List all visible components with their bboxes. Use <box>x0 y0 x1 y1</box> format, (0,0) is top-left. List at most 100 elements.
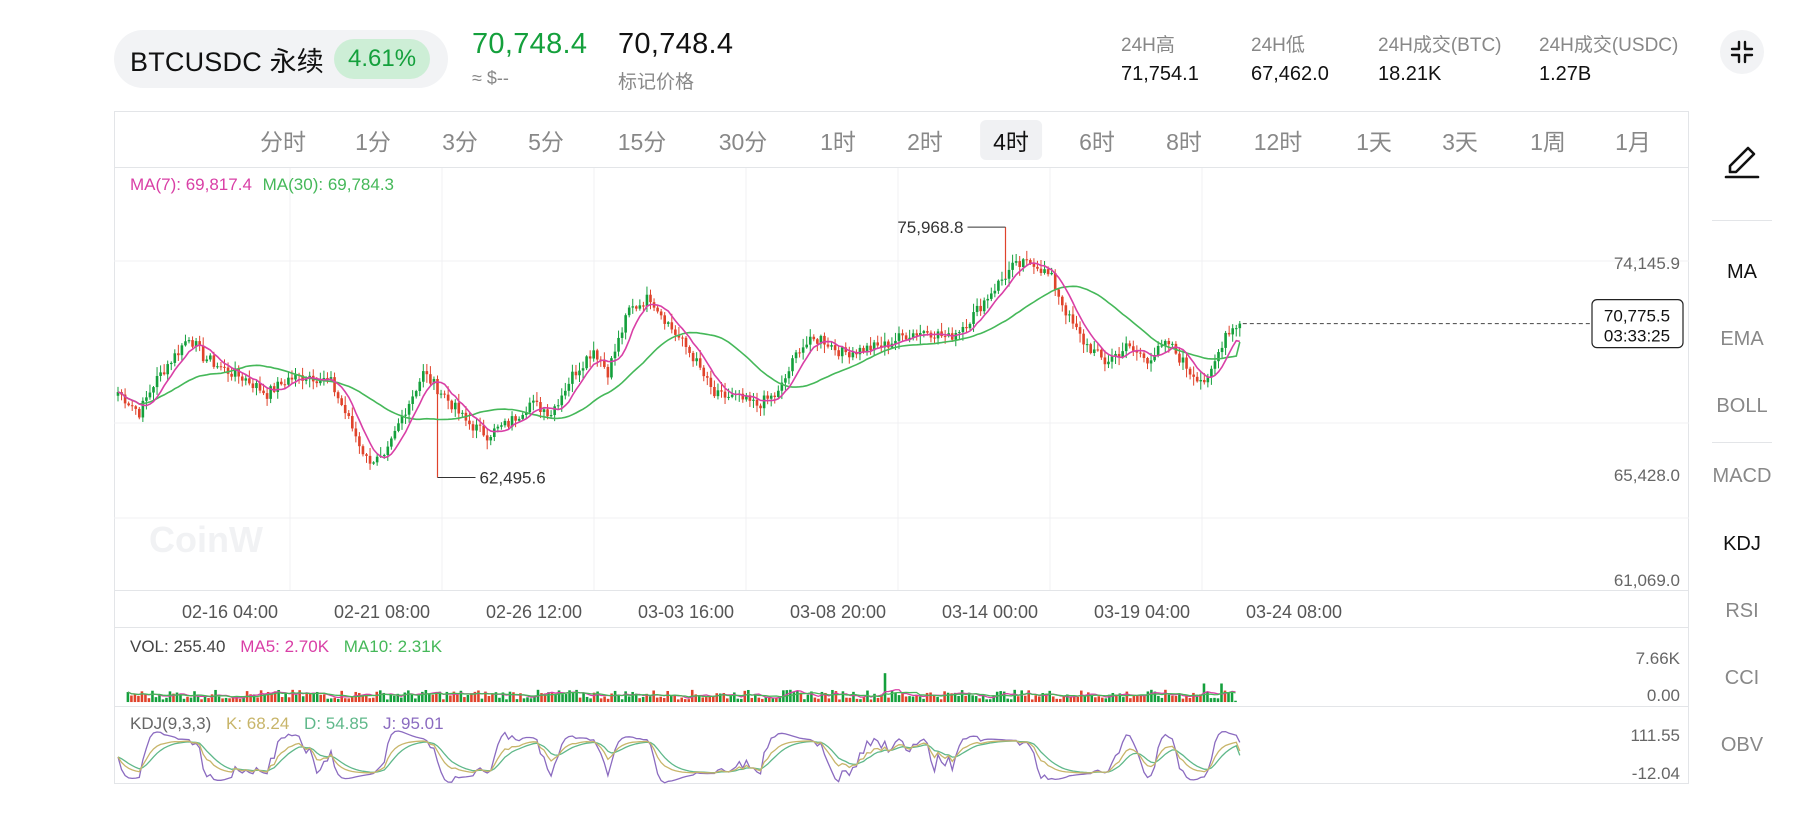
volume-bar <box>494 692 498 703</box>
volume-bar <box>1181 698 1185 703</box>
indicator-ema[interactable]: EMA <box>1720 328 1764 350</box>
volume-bar <box>750 697 754 703</box>
candle-body <box>1068 314 1071 316</box>
volume-bar <box>817 698 820 703</box>
indicator-cci[interactable]: CCI <box>1724 667 1760 689</box>
candle-body <box>166 364 169 375</box>
tab-interval[interactable]: 2时 <box>907 129 943 155</box>
mark-price-label: 标记价格 <box>618 72 695 93</box>
tab-interval[interactable]: 1周 <box>1530 129 1566 155</box>
indicator-macd[interactable]: MACD <box>1712 465 1772 487</box>
volume-bar <box>922 698 925 703</box>
tab-interval[interactable]: 6时 <box>1079 129 1115 155</box>
volume-bar <box>1223 690 1227 703</box>
time-label: 02-21 08:00 <box>333 602 431 622</box>
volume-y-tick: 0.00 <box>1646 686 1680 705</box>
volume-bar <box>1146 691 1150 703</box>
candle-body <box>432 378 436 384</box>
candle-body <box>1132 346 1135 351</box>
volume-bar <box>175 692 179 703</box>
indicator-boll[interactable]: BOLL <box>1716 395 1768 417</box>
candle-body <box>386 446 390 456</box>
candle-body <box>535 400 539 403</box>
tab-interval[interactable]: 分时 <box>260 129 306 155</box>
tab-interval[interactable]: 3分 <box>442 129 478 155</box>
volume-bar <box>981 695 985 703</box>
candle-body <box>567 383 571 391</box>
tab-interval[interactable]: 3天 <box>1442 129 1478 155</box>
volume-bar <box>266 691 270 703</box>
indicator-rsi[interactable]: RSI <box>1725 600 1759 622</box>
candle-body <box>1107 361 1110 365</box>
candle-body <box>904 335 908 340</box>
volume-bar <box>729 696 733 703</box>
volume-bar <box>221 698 224 703</box>
tab-interval-active[interactable]: 4时 <box>980 120 1042 160</box>
volume-bar <box>869 699 873 703</box>
volume-bar <box>431 694 435 703</box>
collapse-button[interactable] <box>1720 30 1764 74</box>
volume-bar <box>582 693 585 703</box>
volume-bar <box>708 695 712 703</box>
tab-interval[interactable]: 1月 <box>1615 129 1651 155</box>
candle-body <box>148 392 152 398</box>
volume-bar <box>1143 695 1146 703</box>
symbol-selector[interactable]: BTCUSDC 永续 4.61% <box>114 30 448 88</box>
indicator-kdj[interactable]: KDJ <box>1723 533 1761 555</box>
candle-body <box>702 367 706 377</box>
volume-bar <box>655 697 659 703</box>
tab-interval[interactable]: 5分 <box>528 129 564 155</box>
volume-bar <box>1129 698 1132 703</box>
indicator-obv[interactable]: OBV <box>1720 734 1764 756</box>
volume-bar <box>578 697 582 703</box>
volume-bar <box>1034 695 1038 703</box>
candle-body <box>301 375 304 381</box>
candle-body <box>769 395 773 399</box>
tab-interval[interactable]: 1时 <box>820 129 856 155</box>
candle-body <box>798 352 801 354</box>
candle-body <box>624 315 627 333</box>
volume-bar <box>1111 692 1115 703</box>
volume-bar <box>950 693 953 703</box>
indicator-ma[interactable]: MA <box>1727 261 1757 283</box>
volume-bar <box>158 694 161 703</box>
tab-interval[interactable]: 1天 <box>1356 129 1392 155</box>
tab-interval[interactable]: 15分 <box>617 129 667 155</box>
candle-body <box>1025 259 1029 261</box>
candle-body <box>1039 268 1043 273</box>
volume-bar <box>1230 691 1234 703</box>
volume-bar <box>126 691 130 703</box>
volume-bar <box>813 697 817 703</box>
volume-bar <box>161 699 165 703</box>
tab-interval[interactable]: 30分 <box>718 129 768 155</box>
volume-bar <box>1002 691 1006 703</box>
volume-bar <box>669 695 673 703</box>
candlestick-chart[interactable]: CoinW 75,968.8 62,495.6 70,775.503:33:25 <box>114 168 1689 590</box>
volume-bar <box>386 699 389 703</box>
candle-body <box>741 393 745 400</box>
candle-body <box>173 353 177 363</box>
candle-body <box>280 381 283 385</box>
stat-24h-high: 24H高 71,754.1 <box>1121 30 1199 86</box>
collapse-icon <box>1730 40 1754 64</box>
volume-bar <box>620 699 624 703</box>
candle-body <box>794 352 798 359</box>
volume-bar <box>747 689 750 703</box>
candle-body <box>1153 355 1156 361</box>
tab-interval[interactable]: 8时 <box>1166 129 1202 155</box>
candle-body <box>507 420 510 427</box>
tab-interval[interactable]: 1分 <box>355 129 391 155</box>
draw-tool-pencil-icon[interactable] <box>1722 136 1762 180</box>
high-marker-label: 75,968.8 <box>897 218 963 237</box>
tab-interval[interactable]: 12时 <box>1253 129 1303 155</box>
candle-body <box>493 428 496 437</box>
candle-body <box>979 305 982 312</box>
volume-bar <box>575 689 578 703</box>
volume-bar <box>1013 689 1016 703</box>
candle-body <box>411 396 414 404</box>
candle-body <box>1231 328 1234 335</box>
candle-body <box>826 344 830 347</box>
candle-body <box>919 333 922 336</box>
candle-body <box>510 416 514 427</box>
ma7-label: MA(7): 69,817.4 <box>130 175 252 194</box>
